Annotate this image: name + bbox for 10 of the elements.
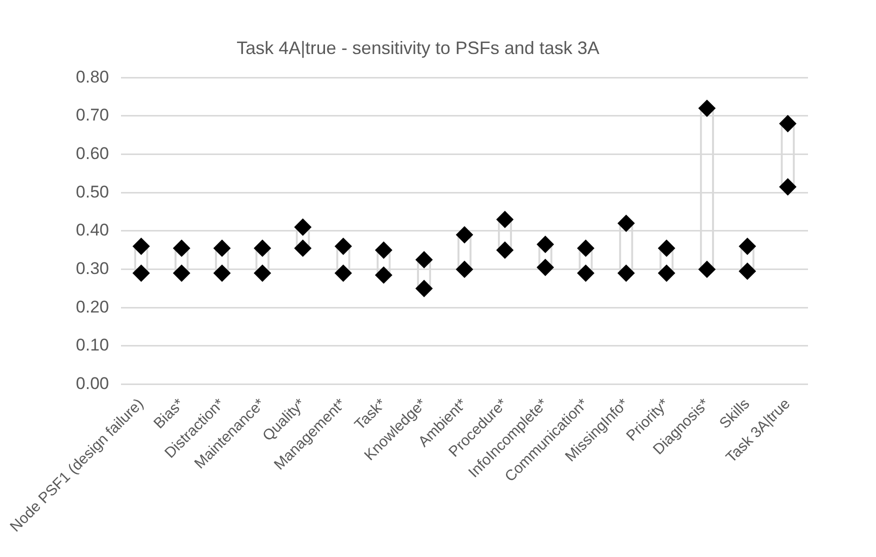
y-tick-label: 0.10 (76, 336, 109, 355)
chart-title: Task 4A|true - sensitivity to PSFs and task 3A (236, 38, 600, 58)
y-tick-label: 0.00 (76, 374, 109, 394)
y-tick-label: 0.20 (76, 297, 109, 316)
y-tick-label: 0.60 (76, 144, 109, 163)
y-tick-label: 0.50 (76, 182, 109, 202)
y-tick-label: 0.30 (76, 259, 109, 278)
y-tick-label: 0.40 (76, 220, 109, 240)
y-tick-label: 0.70 (76, 106, 109, 125)
y-tick-label: 0.80 (76, 67, 109, 86)
